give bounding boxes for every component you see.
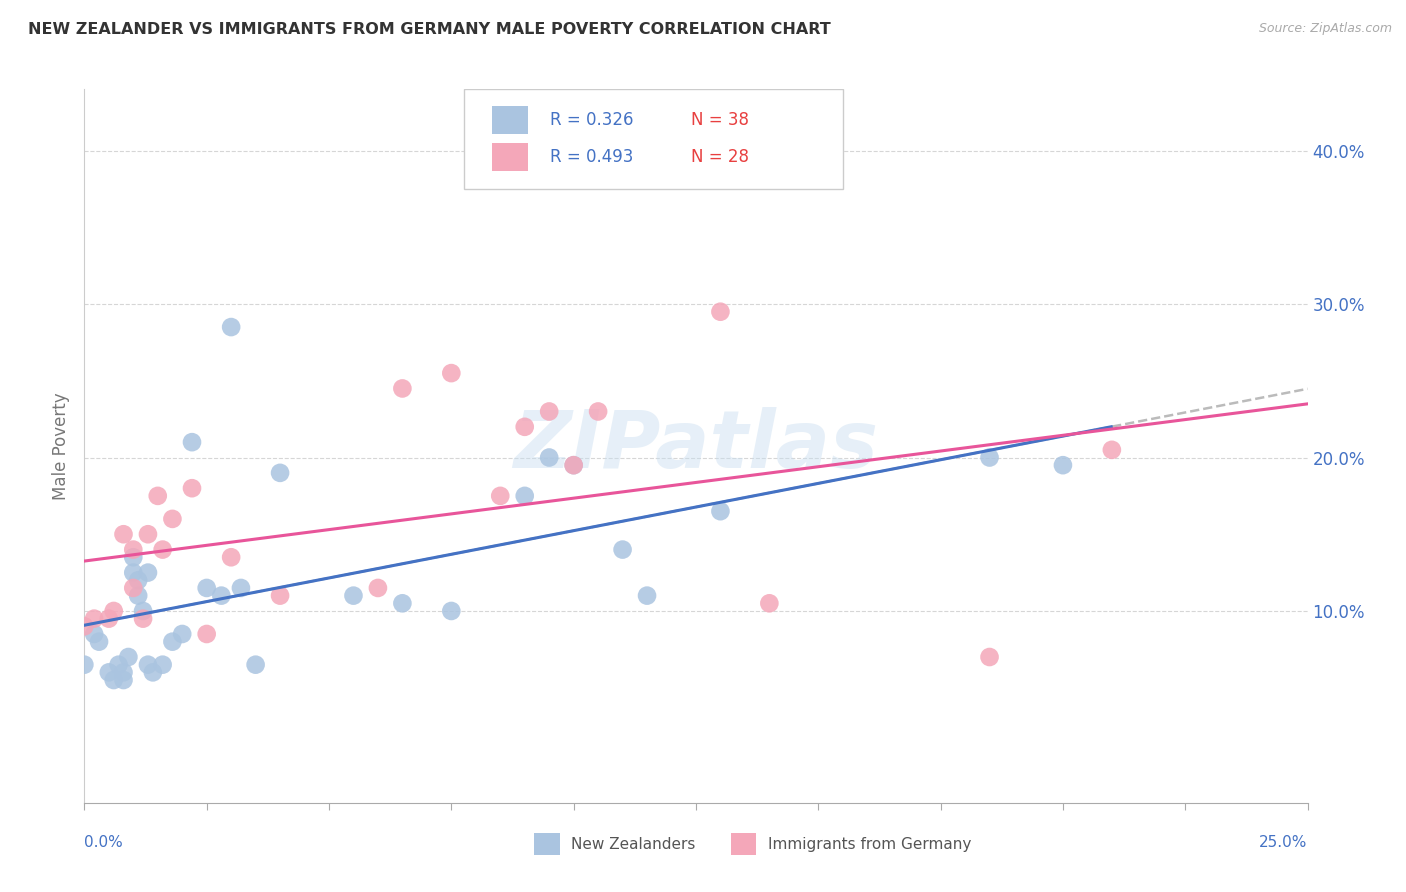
- Point: [122, 550, 145, 565]
- Text: 0.0%: 0.0%: [84, 836, 124, 850]
- Y-axis label: Male Poverty: Male Poverty: [52, 392, 70, 500]
- Point: [229, 581, 252, 595]
- Point: [83, 612, 105, 626]
- Point: [709, 504, 731, 518]
- Point: [538, 404, 561, 418]
- Point: [562, 458, 585, 473]
- Point: [122, 566, 145, 580]
- Point: [489, 489, 512, 503]
- Text: Immigrants from Germany: Immigrants from Germany: [768, 837, 972, 852]
- Point: [87, 634, 110, 648]
- Point: [112, 527, 135, 541]
- Point: [103, 604, 125, 618]
- Point: [195, 581, 218, 595]
- Text: New Zealanders: New Zealanders: [571, 837, 695, 852]
- Text: ZIPatlas: ZIPatlas: [513, 407, 879, 485]
- FancyBboxPatch shape: [492, 143, 529, 171]
- Text: Source: ZipAtlas.com: Source: ZipAtlas.com: [1258, 22, 1392, 36]
- Point: [209, 589, 232, 603]
- Text: R = 0.493: R = 0.493: [550, 148, 634, 166]
- Point: [367, 581, 389, 595]
- Point: [122, 542, 145, 557]
- Point: [103, 673, 125, 687]
- Text: R = 0.326: R = 0.326: [550, 111, 634, 128]
- Point: [162, 634, 184, 648]
- Point: [97, 665, 120, 680]
- Point: [269, 589, 291, 603]
- Point: [538, 450, 561, 465]
- Point: [152, 542, 174, 557]
- Point: [342, 589, 364, 603]
- Point: [107, 657, 129, 672]
- Point: [562, 458, 585, 473]
- Point: [97, 612, 120, 626]
- Point: [440, 366, 463, 380]
- Point: [112, 673, 135, 687]
- Point: [195, 627, 218, 641]
- Point: [83, 627, 105, 641]
- Point: [440, 604, 463, 618]
- Point: [709, 304, 731, 318]
- Point: [162, 512, 184, 526]
- Point: [586, 404, 609, 418]
- Point: [245, 657, 267, 672]
- Point: [142, 665, 165, 680]
- Point: [152, 657, 174, 672]
- Point: [636, 589, 658, 603]
- Point: [181, 481, 204, 495]
- Text: NEW ZEALANDER VS IMMIGRANTS FROM GERMANY MALE POVERTY CORRELATION CHART: NEW ZEALANDER VS IMMIGRANTS FROM GERMANY…: [28, 22, 831, 37]
- Point: [136, 527, 159, 541]
- Point: [758, 596, 780, 610]
- Point: [391, 381, 413, 395]
- Text: N = 38: N = 38: [692, 111, 749, 128]
- Point: [513, 489, 536, 503]
- Point: [112, 665, 135, 680]
- Point: [132, 612, 155, 626]
- Point: [127, 589, 149, 603]
- Point: [979, 650, 1001, 665]
- Point: [219, 550, 242, 565]
- Point: [219, 320, 242, 334]
- Point: [513, 419, 536, 434]
- Point: [117, 650, 139, 665]
- Text: N = 28: N = 28: [692, 148, 749, 166]
- FancyBboxPatch shape: [492, 105, 529, 134]
- Text: 25.0%: 25.0%: [1260, 836, 1308, 850]
- Point: [127, 574, 149, 588]
- Point: [1101, 442, 1123, 457]
- Point: [979, 450, 1001, 465]
- Point: [73, 657, 96, 672]
- Point: [136, 657, 159, 672]
- Point: [172, 627, 194, 641]
- Point: [1052, 458, 1074, 473]
- Point: [73, 619, 96, 633]
- Point: [136, 566, 159, 580]
- Point: [612, 542, 634, 557]
- FancyBboxPatch shape: [464, 89, 842, 189]
- Point: [132, 604, 155, 618]
- Point: [269, 466, 291, 480]
- Point: [391, 596, 413, 610]
- Point: [122, 581, 145, 595]
- Point: [181, 435, 204, 450]
- Point: [146, 489, 169, 503]
